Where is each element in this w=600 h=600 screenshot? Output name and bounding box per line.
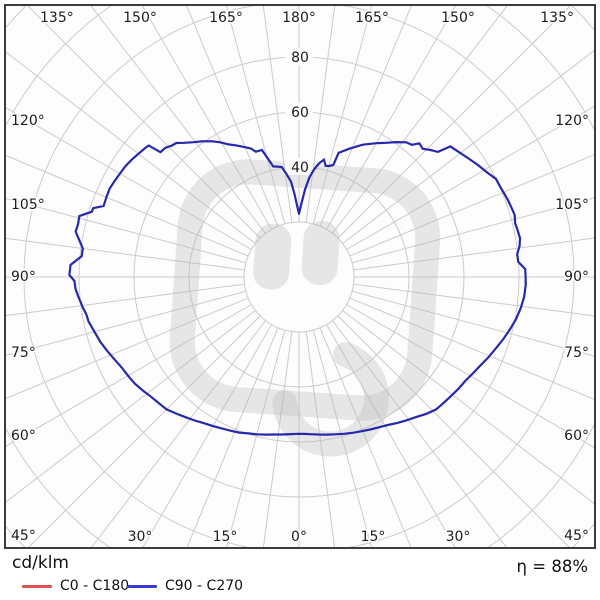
angle-label-left-105°: 105° [11, 197, 45, 213]
grid-spoke [90, 320, 266, 548]
plot-border [4, 4, 596, 549]
angle-label-left-90°: 90° [11, 269, 36, 285]
angle-label-top-165°: 165° [355, 10, 389, 26]
grid-spoke [332, 5, 509, 234]
grid-spoke [225, 329, 286, 548]
angle-label-top-150°: 150° [441, 10, 475, 26]
angle-label-top-150°: 150° [123, 10, 157, 26]
grid-spoke [346, 304, 595, 449]
grid-spoke [5, 237, 245, 271]
angle-label-bottom-30°: 30° [446, 529, 471, 545]
watermark-pin-right-icon [301, 220, 340, 286]
grid-spoke [27, 315, 261, 548]
grid-spoke [186, 327, 279, 548]
radial-tick-label-40: 40 [291, 160, 309, 176]
angle-label-right-75°: 75° [564, 345, 589, 361]
angle-label-top-135°: 135° [40, 10, 74, 26]
angle-label-bottom-0°: 0° [291, 529, 307, 545]
grid-spoke [337, 315, 571, 548]
angle-label-left-45°: 45° [11, 528, 36, 544]
angle-label-top-165°: 165° [209, 10, 243, 26]
grid-spoke [89, 5, 266, 234]
angle-label-right-60°: 60° [564, 428, 589, 444]
grid-spoke [5, 50, 256, 244]
grid-spoke [262, 331, 293, 548]
angle-label-left-60°: 60° [11, 428, 36, 444]
grid-spoke [342, 310, 595, 505]
angle-label-left-75°: 75° [11, 345, 36, 361]
watermark-pin-left-icon [253, 223, 292, 290]
grid-spoke [141, 5, 272, 230]
grid-spoke [319, 327, 412, 548]
watermark-square-icon [169, 159, 441, 421]
grid-spoke [305, 5, 336, 223]
grid-spoke [332, 320, 508, 548]
radial-tick-bg [285, 103, 313, 120]
grid-spoke [353, 237, 595, 271]
grid-spoke [353, 283, 595, 317]
angle-label-bottom-30°: 30° [128, 529, 153, 545]
grid-spoke [342, 49, 595, 244]
grid-spoke [5, 297, 249, 400]
intensity-curve-c90-c270 [68, 140, 527, 436]
grid-spoke [312, 5, 373, 225]
grid-spoke [5, 154, 249, 257]
radial-tick-label-80: 80 [291, 50, 309, 66]
grid-spoke [312, 329, 373, 548]
legend-item-c0-c180: C0 - C180 [22, 576, 129, 596]
angle-label-bottom-15°: 15° [361, 529, 386, 545]
grid-spoke [351, 290, 595, 357]
grid-spoke [319, 5, 413, 227]
watermark-tail-icon [272, 342, 390, 457]
units-label: cd/klm [12, 553, 69, 573]
grid-spoke [346, 105, 595, 250]
angle-label-top-135°: 135° [540, 10, 574, 26]
watermark [169, 159, 441, 457]
grid-spoke [5, 304, 252, 448]
grid-spoke [5, 310, 256, 504]
angle-label-bottom-15°: 15° [213, 529, 238, 545]
grid-spoke [5, 290, 247, 357]
radial-tick-label-60: 60 [291, 105, 309, 121]
grid-spoke [262, 5, 293, 223]
legend: C0 - C180 C90 - C270 [0, 576, 600, 596]
c90-c270-line-icon [127, 584, 157, 588]
grid-spoke [326, 324, 457, 548]
angle-label-top-180°: 180° [282, 10, 316, 26]
grid-spoke [326, 5, 457, 230]
grid-spoke [349, 297, 595, 401]
legend-item-c90-c270: C90 - C270 [127, 576, 243, 596]
grid-spoke [5, 197, 247, 264]
efficiency-label: η = 88% [516, 557, 588, 576]
grid-spoke [5, 106, 252, 250]
legend-label-c90-c270: C90 - C270 [165, 578, 244, 594]
grid-spoke [5, 283, 245, 317]
grid-spoke [26, 5, 261, 239]
c0-c180-line-icon [22, 584, 52, 588]
grid-spoke [141, 324, 272, 548]
angle-label-right-45°: 45° [564, 528, 589, 544]
angle-label-right-105°: 105° [555, 197, 589, 213]
radial-tick-bg [285, 48, 313, 65]
grid-spoke [225, 5, 286, 225]
legend-label-c0-c180: C0 - C180 [60, 578, 130, 594]
grid-spoke [351, 197, 595, 264]
grid-spoke [185, 5, 279, 227]
angle-label-right-120°: 120° [555, 113, 589, 129]
angle-label-right-90°: 90° [564, 269, 589, 285]
grid-spoke [305, 331, 336, 548]
grid-spoke [349, 153, 595, 257]
angle-label-left-120°: 120° [11, 113, 45, 129]
grid-spoke [337, 5, 572, 239]
radial-tick-bg [285, 158, 313, 175]
